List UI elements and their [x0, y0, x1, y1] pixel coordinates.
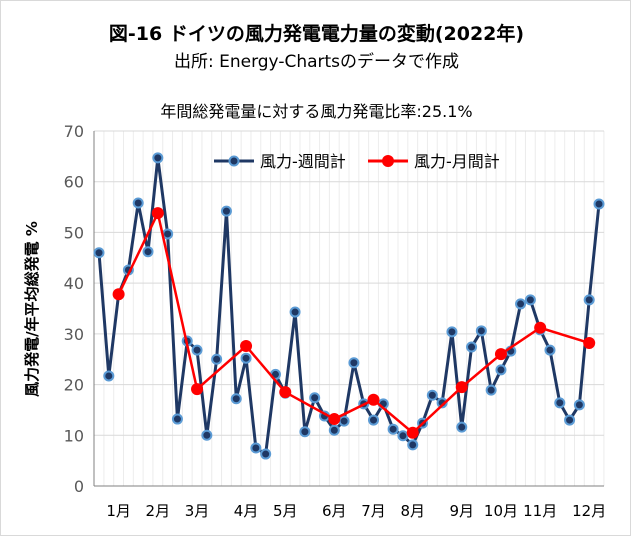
weekly-point [93, 247, 105, 259]
legend-weekly-marker [228, 155, 240, 167]
y-tick-label: 70 [64, 122, 84, 141]
weekly-point [348, 357, 360, 369]
x-tick-label: 8月 [400, 502, 425, 520]
x-tick-label: 3月 [185, 502, 210, 520]
weekly-point [485, 384, 497, 396]
monthly-point [151, 207, 164, 220]
weekly-point [397, 430, 409, 442]
weekly-point [142, 246, 154, 258]
weekly-point [132, 197, 144, 209]
weekly-point [515, 298, 527, 310]
monthly-point [191, 383, 204, 396]
weekly-point [299, 426, 311, 438]
weekly-point [309, 392, 321, 404]
x-tick-label: 5月 [273, 502, 298, 520]
y-tick-label: 60 [64, 173, 84, 192]
y-tick-label: 0 [74, 477, 84, 496]
weekly-point [220, 205, 232, 217]
weekly-point [211, 353, 223, 365]
weekly-point [260, 448, 272, 460]
weekly-point [103, 370, 115, 382]
weekly-point [240, 352, 252, 364]
legend-monthly-marker [382, 155, 394, 167]
weekly-point [407, 439, 419, 451]
legend-weekly-label: 風力-週間計 [260, 152, 346, 171]
weekly-point [171, 413, 183, 425]
monthly-point [240, 340, 253, 353]
weekly-point [466, 341, 478, 353]
monthly-point [112, 288, 125, 301]
weekly-point [426, 389, 438, 401]
weekly-point [387, 423, 399, 435]
x-tick-label: 6月 [322, 502, 347, 520]
y-axis-label: 風力発電/年平均総発電 % [23, 221, 41, 397]
y-tick-label: 40 [64, 274, 84, 293]
weekly-point [593, 198, 605, 210]
x-tick-label: 9月 [449, 502, 474, 520]
weekly-point [446, 326, 458, 338]
legend-monthly-label: 風力-月間計 [414, 152, 500, 171]
weekly-point [201, 429, 213, 441]
x-tick-label: 7月 [361, 502, 386, 520]
monthly-line [117, 209, 590, 435]
monthly-point [583, 336, 596, 349]
weekly-point [564, 414, 576, 426]
weekly-line [97, 157, 601, 457]
x-tick-label: 11月 [523, 502, 557, 520]
chart-subtitle: 出所: Energy-Chartsのデータで作成 [173, 52, 460, 72]
weekly-point [289, 306, 301, 318]
y-tick-label: 10 [64, 426, 84, 445]
monthly-point [494, 348, 507, 361]
weekly-point [191, 344, 203, 356]
weekly-point [328, 424, 340, 436]
weekly-point [230, 393, 242, 405]
monthly-point [367, 393, 380, 406]
weekly-point [250, 442, 262, 454]
weekly-point [368, 414, 380, 426]
y-tick-label: 20 [64, 376, 84, 395]
x-tick-label: 1月 [106, 502, 131, 520]
y-tick-label: 30 [64, 325, 84, 344]
x-tick-label: 4月 [234, 502, 259, 520]
weekly-point [162, 228, 174, 240]
monthly-point [279, 386, 292, 399]
weekly-point [338, 415, 350, 427]
monthly-point [328, 413, 341, 426]
weekly-point [152, 152, 164, 164]
monthly-point [406, 426, 419, 439]
monthly-point [534, 321, 547, 334]
x-tick-label: 12月 [572, 502, 606, 520]
chart-title: 図-16 ドイツの風力発電電力量の変動(2022年) [108, 23, 525, 45]
weekly-point [544, 344, 556, 356]
monthly-point [455, 381, 468, 394]
weekly-point [524, 294, 536, 306]
weekly-point [583, 294, 595, 306]
weekly-point [475, 325, 487, 337]
y-tick-label: 50 [64, 223, 84, 242]
weekly-point [456, 421, 468, 433]
x-tick-label: 2月 [146, 502, 171, 520]
x-tick-label: 10月 [484, 502, 518, 520]
weekly-point [554, 397, 566, 409]
chart-annotation: 年間総発電量に対する風力発電比率:25.1% [160, 102, 473, 121]
weekly-point [495, 364, 507, 376]
weekly-point [573, 399, 585, 411]
